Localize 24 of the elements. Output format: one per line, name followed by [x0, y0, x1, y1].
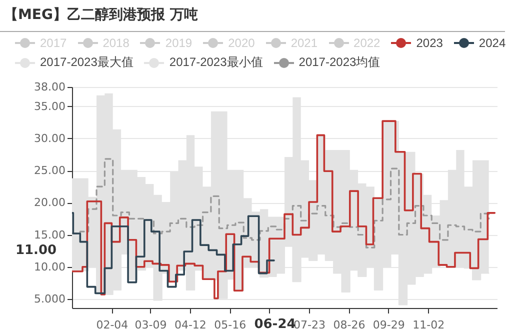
y-tick-label: 30.00 — [34, 132, 66, 145]
x-tick-label: 03-09 — [134, 318, 167, 332]
text: 06-24 — [254, 317, 296, 332]
legend-label: 2017-2023最小值 — [169, 54, 263, 71]
legend-label: 2024 — [478, 36, 506, 50]
x-tick-label: 11-02 — [412, 318, 445, 332]
y-tick-label: 20.00 — [34, 196, 66, 210]
legend-label: 2017-2023最大值 — [40, 54, 134, 71]
y-tick-label: 5.000 — [34, 292, 66, 306]
x-tick-label: 04-12 — [174, 318, 206, 332]
y-tick-label: 10.00 — [34, 260, 66, 274]
y-tick-label: 25.00 — [34, 164, 66, 178]
y-tick-label: 15.00 — [34, 228, 66, 242]
x-tick-label: 02-04 — [96, 318, 128, 332]
x-tick-label: 08-26 — [333, 318, 366, 332]
y-tick-label: 38.00 — [34, 80, 66, 94]
legend-label: 2023 — [416, 36, 443, 50]
x-tick-label: 09-29 — [372, 318, 405, 332]
text: 11.00 — [15, 243, 57, 258]
x-tick-label: 07-23 — [294, 318, 326, 332]
chart-title: 【MEG】乙二醇到港预报 万吨 — [4, 6, 198, 24]
y-tick-label: 35.00 — [34, 100, 66, 113]
legend-label: 2017-2023均值 — [298, 54, 380, 71]
x-tick-label: 05-16 — [214, 318, 246, 332]
